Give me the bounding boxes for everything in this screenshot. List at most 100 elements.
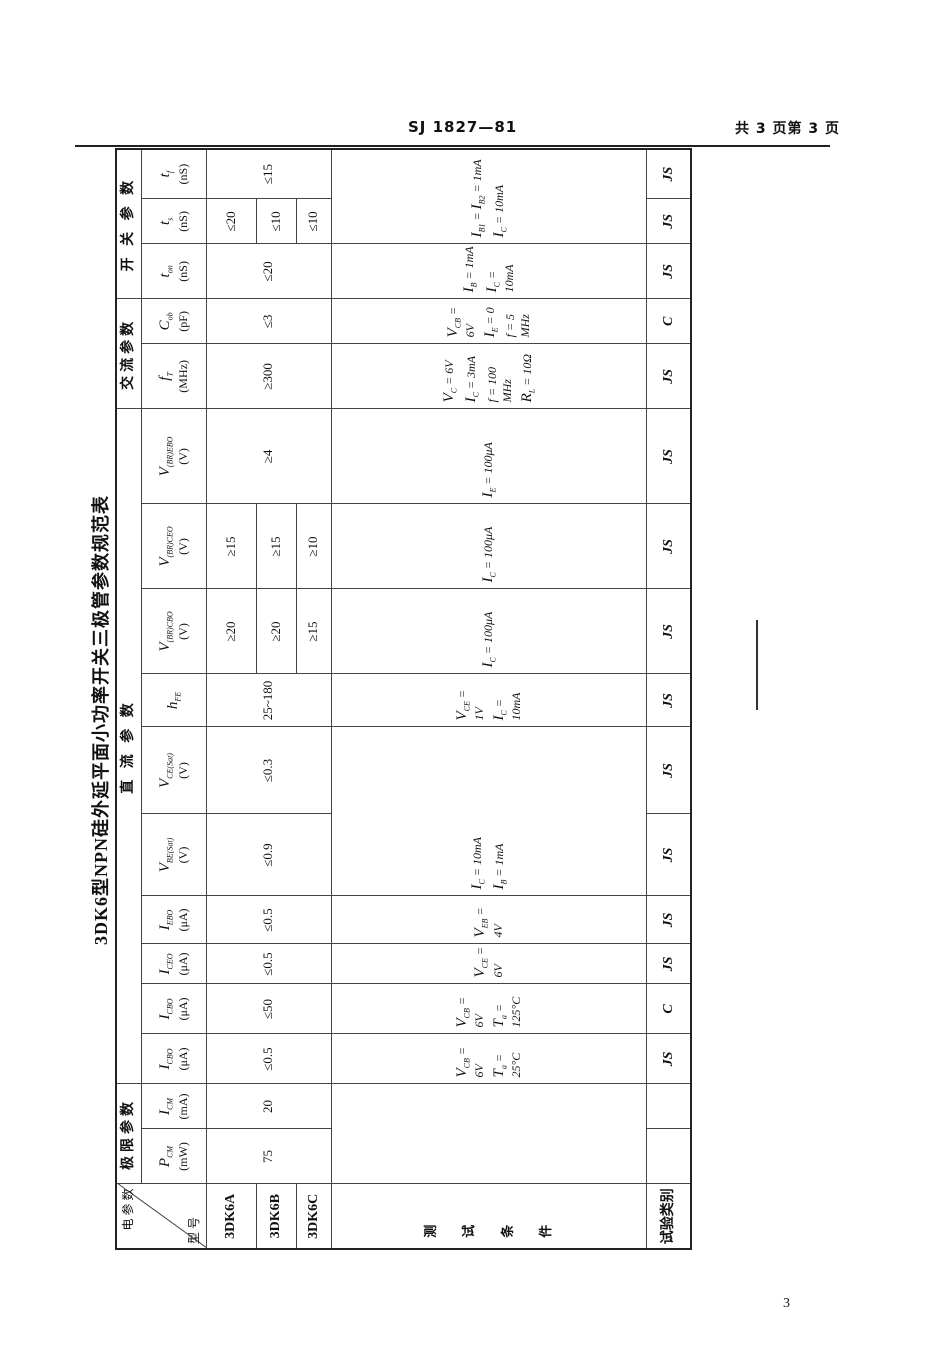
column-header: Cob (pF) bbox=[141, 298, 206, 344]
condition-line: IE = 0 bbox=[482, 307, 500, 338]
subscript: ob bbox=[165, 312, 175, 321]
test-class-cell: JS bbox=[646, 148, 691, 199]
test-condition: VEB = 4V bbox=[331, 896, 646, 944]
test-class-cell: JS bbox=[646, 896, 691, 944]
symbol: V bbox=[453, 1018, 470, 1028]
diagonal-line bbox=[117, 1184, 206, 1248]
unit: (V) bbox=[175, 448, 190, 465]
unit: (nS) bbox=[175, 211, 190, 232]
symbol: I bbox=[482, 332, 498, 338]
subscript: s bbox=[165, 217, 175, 221]
subscript: EB bbox=[480, 918, 490, 929]
subscript: B bbox=[499, 879, 509, 885]
value-cell: ≤0.9 bbox=[206, 814, 331, 896]
test-class-cell: JS bbox=[646, 243, 691, 299]
unit: (MHz) bbox=[175, 360, 190, 393]
symbol: I bbox=[461, 287, 478, 293]
condition-line: IE = 100μA bbox=[479, 442, 498, 498]
condition-line: IB1 = IB2 = 1mA bbox=[468, 159, 486, 238]
symbol: I bbox=[157, 1014, 174, 1020]
test-class-cell: JS bbox=[646, 408, 691, 504]
symbol: I bbox=[491, 232, 507, 238]
symbol: h bbox=[164, 701, 181, 710]
unit: (V) bbox=[175, 623, 190, 640]
condition-line: f = 100 MHz bbox=[484, 366, 514, 403]
test-condition: IB = 1mA IC = 10mA bbox=[331, 243, 646, 299]
symbol: T bbox=[491, 1019, 507, 1028]
subscript: BE(Sat) bbox=[165, 837, 175, 864]
column-header: IEBO (μA) bbox=[141, 896, 206, 944]
column-header: V(BR)CBO (V) bbox=[141, 589, 206, 674]
test-condition: IC = 10mA IB = 1mA bbox=[331, 727, 646, 896]
subscript: FE bbox=[173, 691, 183, 702]
symbol: I bbox=[491, 884, 507, 890]
column-header: hFE bbox=[141, 674, 206, 727]
symbol: I bbox=[157, 1064, 174, 1070]
subscript: CE bbox=[462, 701, 471, 712]
unit: (pF) bbox=[175, 311, 190, 332]
test-condition: VCE = 6V bbox=[331, 944, 646, 984]
test-conditions-char: 测 bbox=[423, 1194, 438, 1238]
symbol: P bbox=[157, 1157, 174, 1168]
value-cell: ≤20 bbox=[206, 243, 331, 299]
model-name: 3DK6C bbox=[296, 1184, 331, 1249]
value-cell: ≤3 bbox=[206, 298, 331, 344]
value-cell: ≥15 bbox=[296, 589, 331, 674]
subscript: C bbox=[449, 387, 459, 394]
symbol: I bbox=[468, 232, 485, 238]
subscript: C bbox=[499, 227, 509, 233]
subscript: CBO bbox=[165, 998, 175, 1015]
subscript: CBO bbox=[165, 1048, 175, 1065]
test-class-cell: JS bbox=[646, 814, 691, 896]
value-cell: ≥300 bbox=[206, 343, 331, 409]
condition-line: VCB = 6V bbox=[453, 1046, 486, 1078]
value-cell: ≤10 bbox=[256, 198, 296, 244]
condition-line: f = 5 MHz bbox=[503, 313, 533, 338]
symbol: I bbox=[157, 925, 174, 931]
value-cell: ≥10 bbox=[296, 504, 331, 589]
table-row: 测试条件 VCB = 6V Ta = 25°C VCB = 6V Ta = 125°C V… bbox=[331, 148, 646, 1249]
subscript: CM bbox=[165, 1145, 175, 1158]
header-rule bbox=[75, 145, 830, 147]
page-count: 共 3 页第 3 页 bbox=[735, 121, 840, 137]
column-header: PCM (mW) bbox=[141, 1129, 206, 1184]
column-header: ts (nS) bbox=[141, 198, 206, 244]
test-class-cell: JS bbox=[646, 343, 691, 409]
condition-line: IC = 10mA bbox=[491, 184, 509, 238]
subscript: (BR)CEO bbox=[165, 526, 175, 558]
subscript: CE(Sat) bbox=[165, 753, 175, 779]
test-class-cell: JS bbox=[646, 1034, 691, 1084]
subscript: C bbox=[488, 657, 498, 663]
test-class-cell: JS bbox=[646, 589, 691, 674]
table-row: 3DK6A 75 20 ≤0.5 ≤50 ≤0.5 ≤0.5 ≤0.9 ≤0.3 25~180 ≥2… bbox=[206, 148, 331, 1249]
test-class-cell: C bbox=[646, 298, 691, 344]
scan-mark bbox=[756, 620, 758, 710]
unit: (V) bbox=[175, 538, 190, 555]
test-condition: IC = 100μA bbox=[331, 589, 646, 674]
column-header: ICBO (μA) bbox=[141, 984, 206, 1034]
standard-code: SJ 1827—81 bbox=[408, 118, 518, 136]
model-name: 3DK6A bbox=[206, 1184, 256, 1249]
test-conditions-char: 试 bbox=[461, 1194, 477, 1238]
subscript: on bbox=[165, 265, 175, 274]
subscript: L bbox=[527, 388, 537, 394]
symbol: t bbox=[157, 173, 174, 178]
group-header: 开 关 参 数 bbox=[116, 148, 141, 299]
value-cell: 75 bbox=[206, 1129, 331, 1184]
subscript: C bbox=[499, 710, 509, 716]
corner-cell: 电 参 数型 号 bbox=[116, 1184, 206, 1249]
condition-line: VCE = 6V bbox=[472, 946, 505, 978]
value-cell: ≤0.5 bbox=[206, 944, 331, 984]
test-conditions-label: 测试条件 bbox=[331, 1184, 646, 1249]
subscript: C bbox=[488, 572, 498, 578]
test-condition: IB1 = IB2 = 1mA IC = 10mA bbox=[331, 148, 646, 244]
symbol: V bbox=[157, 642, 174, 652]
symbol: I bbox=[479, 577, 496, 583]
test-conditions-char: 件 bbox=[537, 1194, 553, 1238]
value-cell: ≥15 bbox=[256, 504, 296, 589]
condition-line: IC = 3mA bbox=[463, 355, 481, 403]
column-header: VCE(Sat) (V) bbox=[141, 727, 206, 814]
subscript: CEO bbox=[165, 953, 175, 970]
symbol: t bbox=[157, 273, 174, 278]
symbol: V bbox=[453, 711, 470, 721]
